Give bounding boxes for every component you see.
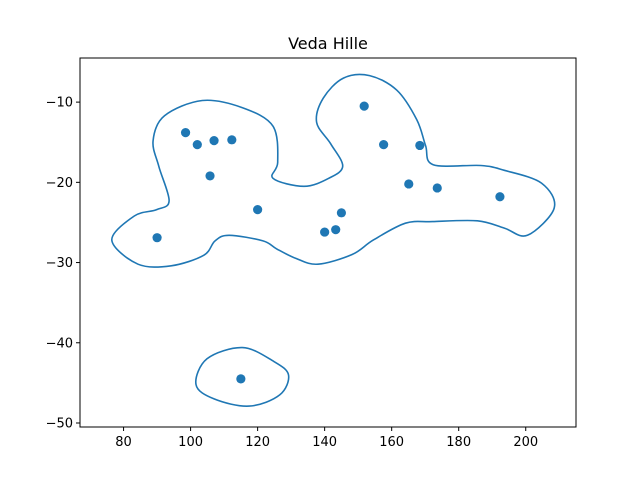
x-tick-label: 200: [513, 435, 538, 450]
scatter-point: [331, 225, 341, 235]
contour-line-1: [111, 73, 556, 268]
scatter-point: [152, 233, 162, 243]
scatter-points: [152, 101, 505, 384]
scatter-point: [253, 205, 263, 215]
y-tick-label: −30: [46, 256, 73, 271]
scatter-point: [180, 128, 191, 138]
y-tick-label: −10: [46, 96, 73, 111]
density-contours: [111, 73, 556, 407]
y-tick-label: −20: [46, 176, 73, 191]
x-tick-label: 120: [245, 435, 270, 450]
axes: 80 100 120 140 160 180 200 −10 −20 −30 −40 −50: [46, 57, 577, 450]
x-tick-label: 160: [379, 435, 404, 450]
scatter-point: [415, 140, 425, 151]
scatter-point: [495, 192, 505, 202]
scatter-point: [336, 208, 347, 218]
y-tick-label: −50: [46, 416, 73, 431]
contour-line-2: [195, 346, 290, 407]
plot-frame: [79, 57, 577, 428]
scatter-point: [404, 179, 414, 189]
scatter-point: [192, 140, 202, 150]
scatter-point: [379, 140, 389, 150]
scatter-point: [359, 101, 369, 111]
scatter-point: [432, 183, 442, 193]
x-tick-label: 180: [446, 435, 471, 450]
scatter-point: [209, 136, 219, 146]
chart-title: Veda Hille: [288, 34, 368, 53]
x-tick-label: 80: [115, 435, 132, 450]
x-tick-label: 100: [178, 435, 203, 450]
y-tick-label: −40: [46, 336, 73, 351]
scatter-point: [236, 374, 246, 384]
scatter-point: [227, 135, 237, 145]
scatter-point: [320, 227, 330, 237]
x-tick-label: 140: [312, 435, 337, 450]
scatter-point: [205, 171, 215, 181]
